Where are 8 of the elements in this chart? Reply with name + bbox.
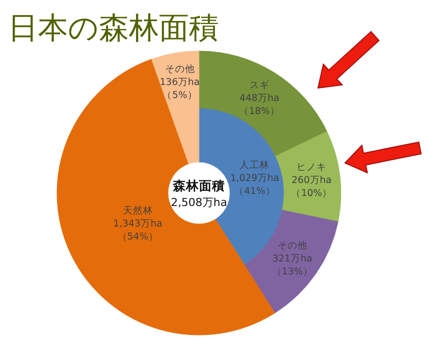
text: 森林面積 2,508万ha (170, 178, 228, 209)
data-label: 人工林 1,029万ha （41%） (230, 158, 280, 197)
data-label: その他 321万ha （13%） (272, 240, 313, 278)
data-label: その他 136万ha （5%） (160, 63, 200, 102)
chart-title: 日本の森林面積 (8, 11, 219, 46)
data-label: スギ 448万ha （18%） (238, 78, 280, 117)
data-label: ヒノキ 260万ha （10%） (291, 162, 332, 200)
data-label: 天然林 1,343万ha （54%） (113, 204, 162, 243)
